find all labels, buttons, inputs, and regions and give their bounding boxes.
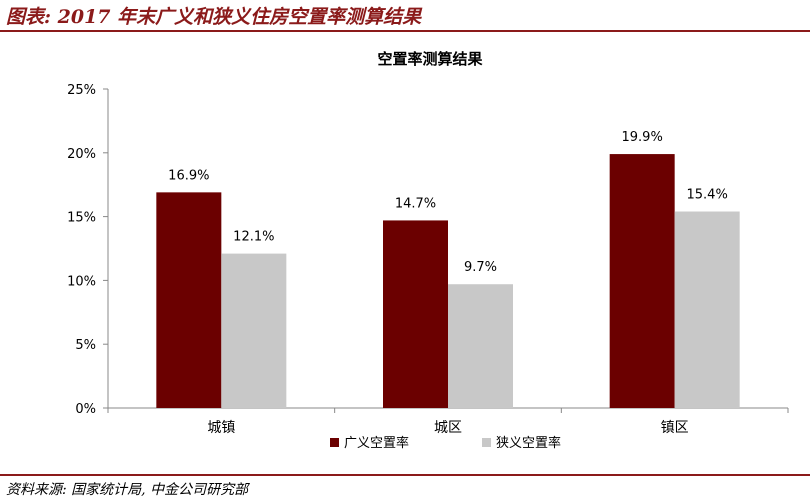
top-divider	[0, 30, 810, 32]
bar-broad	[156, 192, 222, 408]
data-label: 9.7%	[464, 260, 497, 275]
y-tick-label: 25%	[67, 83, 96, 98]
data-label: 19.9%	[622, 130, 663, 145]
y-tick-label: 15%	[67, 211, 96, 226]
y-tick-label: 10%	[67, 274, 96, 289]
data-label: 14.7%	[395, 196, 436, 211]
chart-bars: 16.9% 12.1% 14.7% 9.7% 19.9% 15.4%	[156, 130, 740, 408]
chart-legend: 广义空置率 狭义空置率	[330, 435, 561, 451]
y-tick-label: 20%	[67, 147, 96, 162]
y-tick-label: 5%	[75, 338, 96, 353]
chart-title: 空置率测算结果	[377, 50, 483, 68]
x-tick-label: 城区	[434, 420, 462, 436]
data-label: 12.1%	[233, 230, 274, 245]
bar-narrow	[221, 253, 287, 408]
figure-title: 图表: 2017 年末广义和狭义住房空置率测算结果	[6, 6, 422, 28]
data-label: 16.9%	[168, 168, 209, 183]
bar-narrow	[448, 284, 513, 408]
legend-label: 广义空置率	[344, 435, 409, 451]
source-note: 资料来源: 国家统计局, 中金公司研究部	[6, 482, 249, 498]
data-label: 15.4%	[687, 187, 728, 202]
bottom-divider	[0, 474, 810, 476]
bar-chart: 空置率测算结果 0% 5% 10% 15% 20% 25% 城镇 城区 镇区 16.9% 12.1…	[67, 50, 789, 451]
bar-broad	[609, 154, 675, 408]
legend-label: 狭义空置率	[496, 435, 561, 451]
legend-swatch	[330, 438, 339, 447]
legend-swatch	[482, 438, 491, 447]
x-tick-label: 城镇	[207, 420, 235, 436]
bar-narrow	[674, 211, 740, 408]
bar-broad	[383, 220, 448, 408]
y-tick-label: 0%	[75, 402, 96, 417]
x-tick-label: 镇区	[661, 420, 689, 436]
